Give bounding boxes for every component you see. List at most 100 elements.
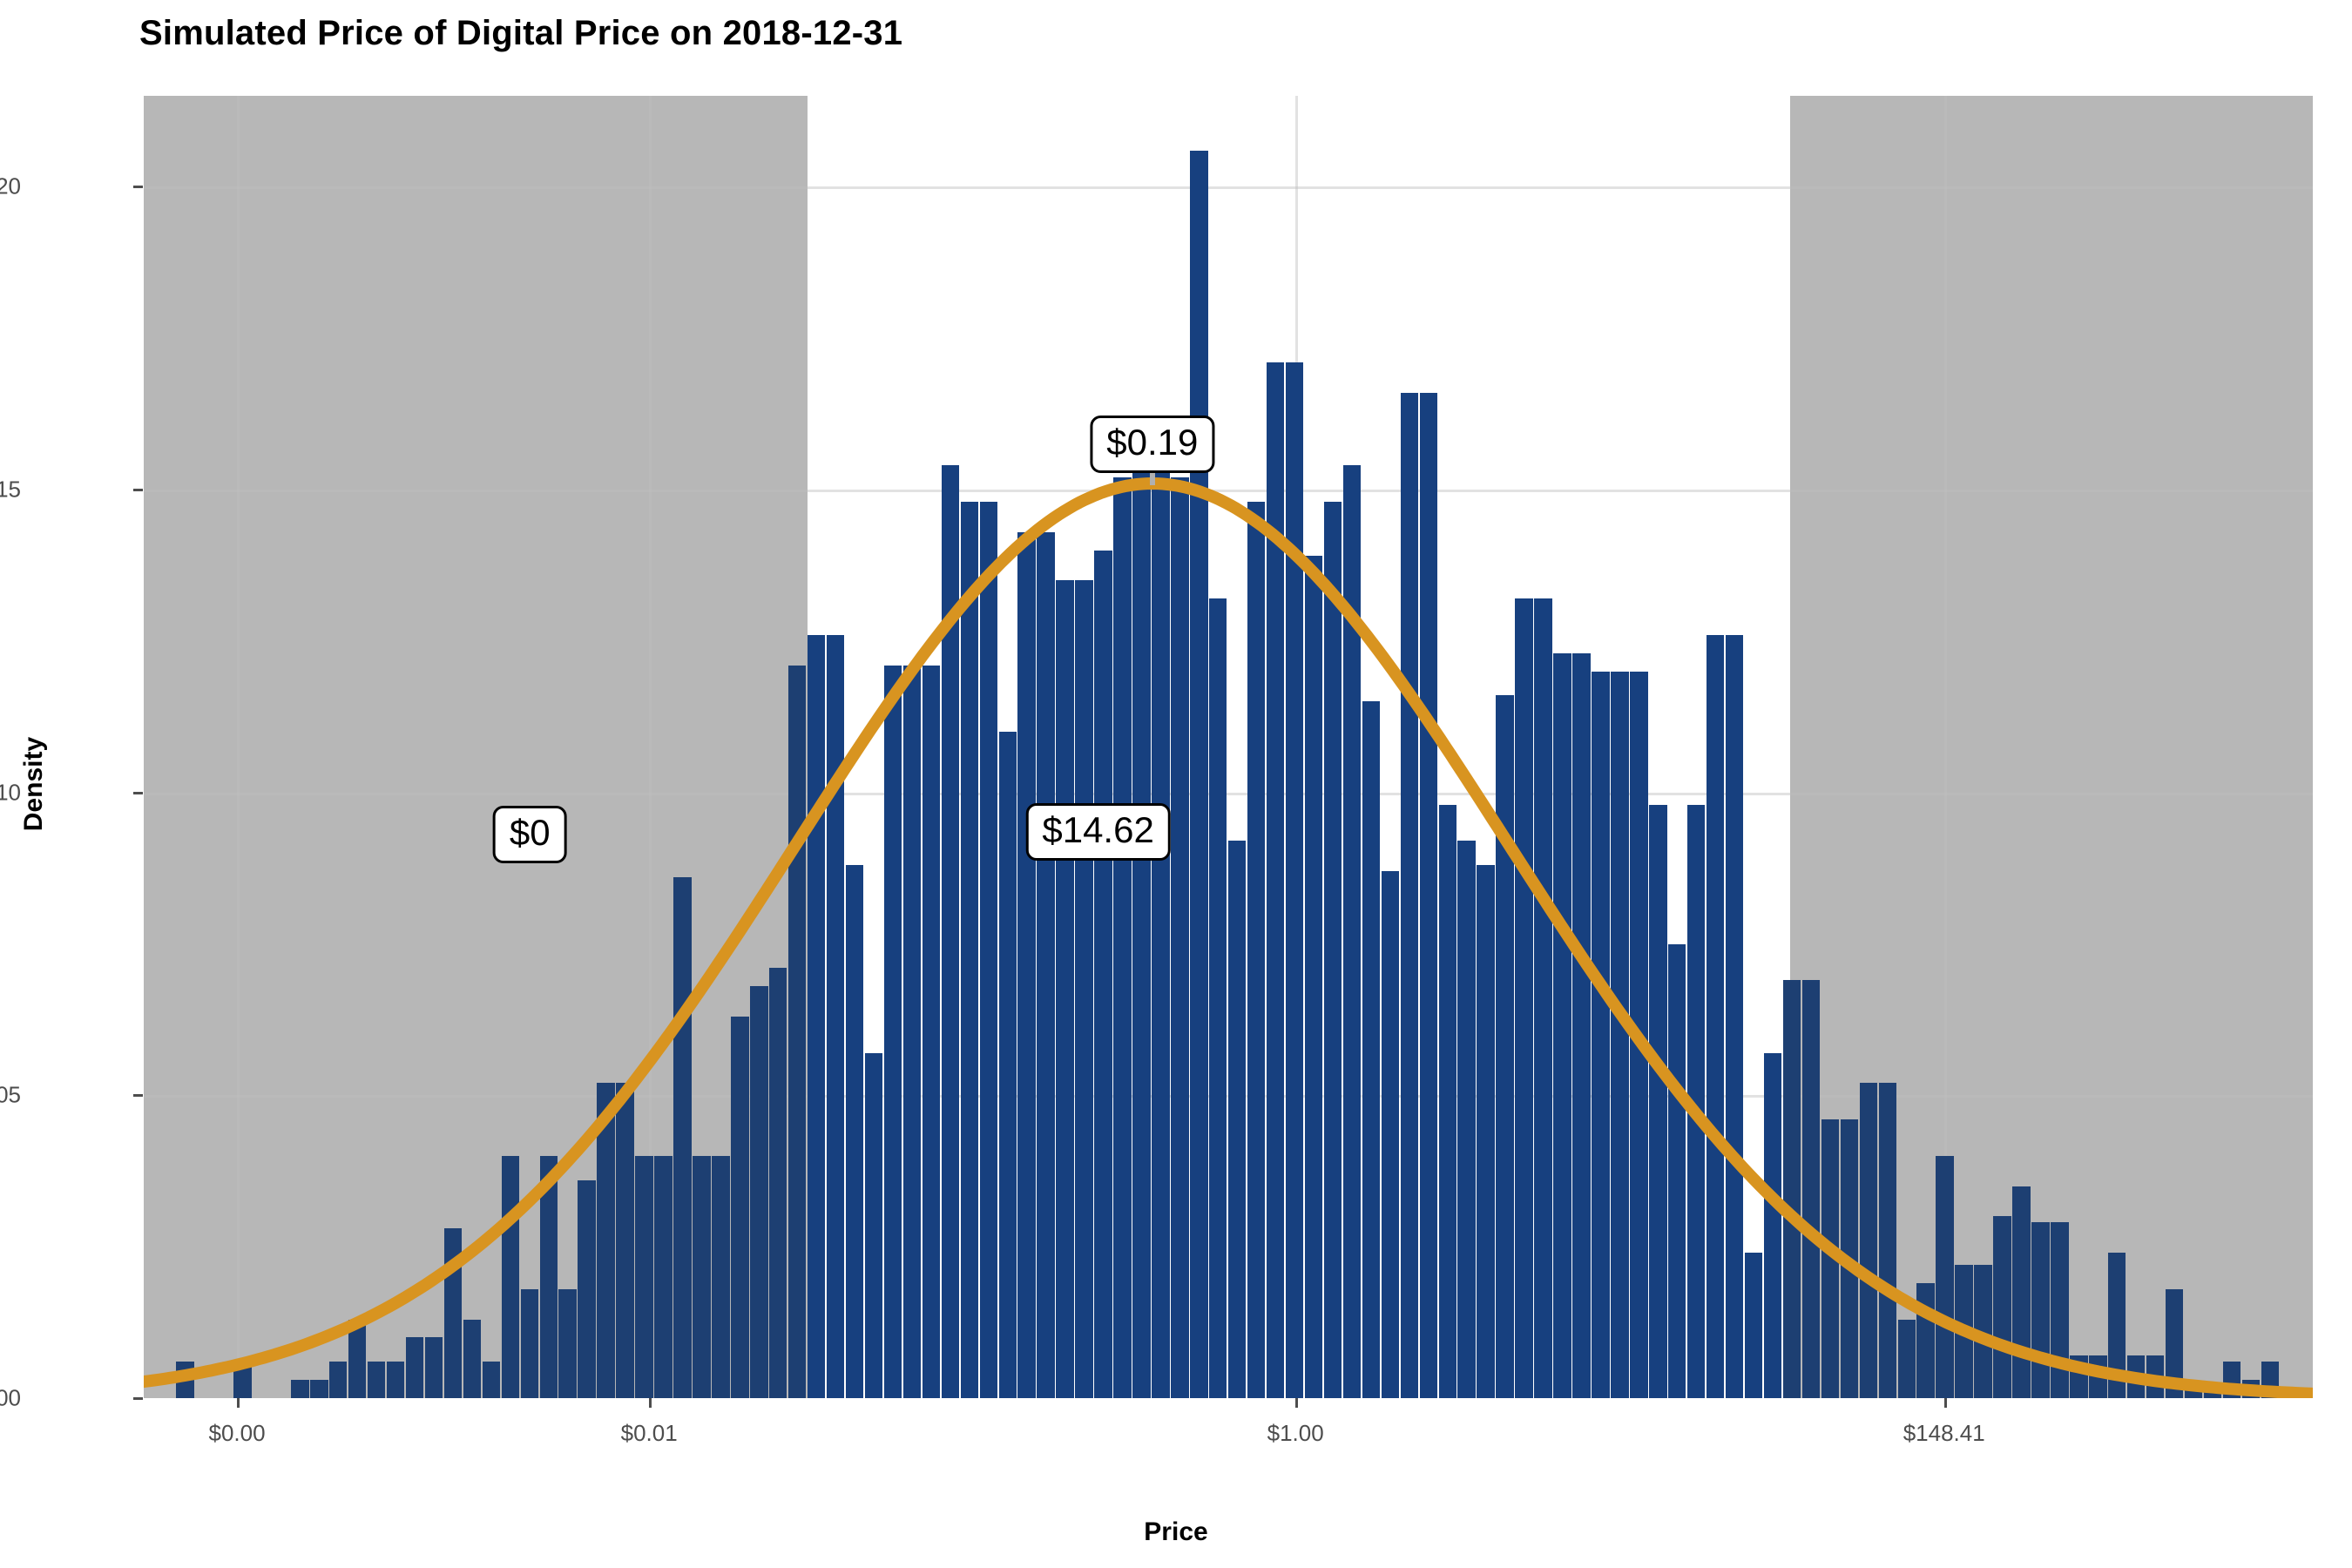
histogram-bar <box>1515 598 1533 1398</box>
gridline-horizontal <box>144 186 2313 190</box>
histogram-bar <box>597 1083 615 1398</box>
annotation-stem <box>1149 467 1155 485</box>
histogram-bar <box>1611 671 1629 1398</box>
x-tick-mark <box>1295 1398 1299 1408</box>
histogram-bar <box>1878 1083 1896 1398</box>
histogram-bar <box>1744 1253 1763 1398</box>
histogram-bar <box>1132 459 1151 1398</box>
page-title: Simulated Price of Digital Price on 2018… <box>139 14 903 52</box>
histogram-bar <box>1228 841 1247 1398</box>
histogram-bar <box>1686 804 1706 1398</box>
histogram-bar <box>1801 980 1821 1398</box>
histogram-bar <box>826 634 845 1398</box>
histogram-bar <box>2146 1355 2165 1398</box>
histogram-bar <box>1955 1265 1973 1398</box>
histogram-bar <box>807 634 826 1398</box>
histogram-bar <box>176 1362 194 1398</box>
histogram-bar <box>1936 1155 1954 1398</box>
histogram-bar <box>998 732 1017 1398</box>
histogram-bar <box>1438 804 1456 1398</box>
histogram-bar <box>1266 362 1285 1398</box>
histogram-bar <box>348 1319 367 1398</box>
histogram-bar <box>941 465 960 1398</box>
histogram-bar <box>787 665 807 1398</box>
histogram-bar <box>539 1155 558 1398</box>
histogram-bar <box>1075 580 1093 1398</box>
histogram-bar <box>463 1319 482 1398</box>
histogram-bar <box>616 1083 634 1398</box>
y-tick-label: 0.00 <box>0 1384 21 1411</box>
histogram-bar <box>864 1052 883 1398</box>
histogram-bar <box>1381 871 1400 1398</box>
histogram-bar <box>2031 1222 2050 1398</box>
histogram-bar <box>1362 701 1381 1398</box>
histogram-bar <box>1094 550 1112 1398</box>
y-tick-mark <box>133 186 143 189</box>
histogram-bar <box>1285 362 1304 1398</box>
histogram-bar <box>520 1288 539 1398</box>
histogram-bar <box>1342 465 1362 1398</box>
histogram-bar <box>1056 580 1074 1398</box>
histogram-bar <box>1974 1265 1992 1398</box>
x-tick-label: $0.01 <box>620 1420 678 1446</box>
histogram-bar <box>386 1362 405 1398</box>
histogram-bar <box>2241 1380 2261 1398</box>
histogram-bar <box>902 665 922 1398</box>
histogram-bar <box>731 1016 749 1398</box>
y-tick-label: 0.20 <box>0 172 21 199</box>
histogram-bar <box>1247 501 1266 1398</box>
histogram-bar <box>693 1155 711 1398</box>
histogram-bar <box>2261 1362 2280 1398</box>
histogram-bar <box>883 665 902 1398</box>
annotation-label: $0 <box>492 806 567 864</box>
histogram-bar <box>1457 841 1476 1398</box>
x-tick-mark <box>237 1398 240 1408</box>
histogram-bar <box>291 1380 309 1398</box>
histogram-bar <box>558 1288 577 1398</box>
y-tick-label: 0.10 <box>0 779 21 806</box>
y-axis-title: Density <box>19 736 48 832</box>
histogram-bar <box>1630 671 1648 1398</box>
histogram-bar <box>2012 1186 2031 1398</box>
histogram-bar <box>1859 1083 1878 1398</box>
histogram-bar <box>2051 1222 2069 1398</box>
histogram-bar <box>1725 634 1744 1398</box>
y-tick-label: 0.15 <box>0 476 21 503</box>
plot-panel: $0 $0.19 $14.62 <box>144 96 2313 1398</box>
histogram-bar <box>960 501 979 1398</box>
histogram-bar <box>2203 1386 2222 1398</box>
histogram-bar <box>1993 1216 2011 1398</box>
histogram-bar <box>1782 980 1801 1398</box>
histogram-bar <box>578 1179 596 1398</box>
histogram-bar <box>750 986 768 1398</box>
histogram-bar <box>1419 392 1438 1398</box>
histogram-bar <box>443 1228 463 1398</box>
histogram-bar <box>673 877 692 1398</box>
histogram-bar <box>1821 1119 1840 1398</box>
histogram-bar <box>1592 671 1610 1398</box>
y-tick-mark <box>133 1397 143 1400</box>
histogram-bar <box>1763 1052 1782 1398</box>
histogram-bar <box>2184 1386 2203 1398</box>
histogram-bar <box>1323 501 1342 1398</box>
histogram-bar <box>1017 531 1036 1398</box>
histogram-bar <box>2089 1355 2107 1398</box>
histogram-bar <box>1304 556 1323 1398</box>
histogram-bar <box>1037 531 1055 1398</box>
histogram-bar <box>1152 459 1170 1398</box>
histogram-bar <box>1553 652 1571 1398</box>
histogram-bar <box>1400 392 1419 1398</box>
histogram-bar <box>1706 634 1725 1398</box>
annotation-label: $0.19 <box>1090 415 1215 473</box>
histogram-bar <box>769 968 787 1398</box>
histogram-bar <box>2165 1288 2184 1398</box>
histogram-bar <box>1190 150 1208 1398</box>
histogram-bar <box>1649 804 1667 1398</box>
y-tick-mark <box>133 488 143 491</box>
histogram-bar <box>1171 477 1189 1398</box>
annotation-label: $14.62 <box>1025 803 1171 862</box>
y-tick-mark <box>133 791 143 794</box>
histogram-bar <box>1209 598 1227 1398</box>
histogram-bar <box>2222 1362 2241 1398</box>
